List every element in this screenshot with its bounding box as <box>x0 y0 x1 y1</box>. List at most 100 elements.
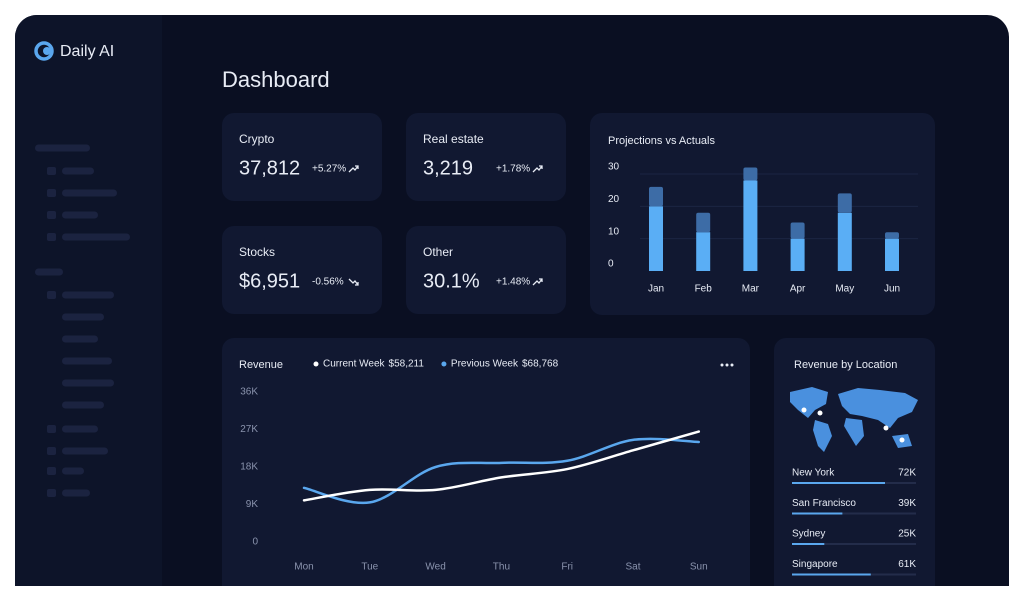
menu-placeholder <box>62 167 94 175</box>
stat-change: -0.56% <box>312 277 344 288</box>
menu-icon <box>47 189 56 197</box>
bar-segment <box>743 180 758 271</box>
chart-title: Revenue <box>239 359 283 371</box>
y-tick-label: 0 <box>608 259 614 270</box>
page-title: Dashboard <box>222 67 330 92</box>
menu-placeholder <box>62 379 114 387</box>
x-tick-label: Fri <box>561 562 573 573</box>
card <box>774 338 935 591</box>
menu-icon <box>47 447 56 455</box>
logo <box>34 41 54 61</box>
more-menu[interactable] <box>720 363 734 367</box>
stat-label: Crypto <box>239 132 275 146</box>
bar-segment <box>743 167 758 181</box>
menu-placeholder <box>62 335 98 343</box>
stat-value: 37,812 <box>239 157 300 179</box>
menu-placeholder <box>62 313 104 321</box>
y-tick-label: 10 <box>608 226 620 237</box>
bar <box>792 573 871 576</box>
menu-placeholder <box>62 425 98 433</box>
world-map <box>790 387 918 452</box>
trend-icon <box>348 165 359 173</box>
x-tick-label: Jun <box>884 284 900 295</box>
marker <box>883 425 889 431</box>
menu-placeholder <box>35 268 63 276</box>
location-name: New York <box>792 468 835 479</box>
line-series <box>302 437 701 505</box>
chart-title: Projections vs Actuals <box>608 135 715 147</box>
x-tick-label: Feb <box>695 284 713 295</box>
app-name: Daily AI <box>60 43 114 60</box>
land <box>813 420 832 452</box>
menu-icon <box>47 467 56 475</box>
menu-placeholder <box>62 211 98 219</box>
y-tick-label: 27K <box>240 424 258 435</box>
y-tick-label: 0 <box>252 537 258 548</box>
menu-placeholder <box>35 144 90 152</box>
stat-card <box>222 226 382 314</box>
legend-value: $58,211 <box>389 359 425 370</box>
stat-label: Stocks <box>239 245 275 259</box>
x-tick-label: Thu <box>493 562 510 573</box>
menu-icon <box>47 489 56 497</box>
stat-label: Other <box>423 245 453 259</box>
stat-change: +1.78% <box>496 164 530 175</box>
trend-icon <box>532 165 543 173</box>
dot <box>720 363 724 367</box>
land <box>844 418 864 446</box>
stat-value: $6,951 <box>239 270 300 292</box>
menu-placeholder <box>62 401 104 409</box>
bar-segment <box>649 186 663 207</box>
card <box>222 338 750 591</box>
menu-icon <box>47 233 56 241</box>
legend-dot <box>441 361 447 367</box>
stat-card <box>406 113 566 201</box>
y-tick-label: 36K <box>240 387 258 398</box>
x-tick-label: Jan <box>648 284 664 295</box>
dot <box>730 363 734 367</box>
menu-placeholder <box>62 489 90 497</box>
legend-value: $68,768 <box>522 359 559 370</box>
stat-card <box>222 113 382 201</box>
sidebar <box>15 15 162 586</box>
location-name: Sydney <box>792 529 825 540</box>
line-series <box>302 430 701 502</box>
y-tick-label: 30 <box>608 162 620 173</box>
menu-placeholder <box>62 467 84 475</box>
legend-label: Previous Week <box>451 359 519 370</box>
sidebar-menu <box>35 144 130 497</box>
bar-segment <box>790 222 805 239</box>
legend-label: Current Week <box>323 359 386 370</box>
marker <box>801 407 807 413</box>
track <box>792 543 916 545</box>
menu-placeholder <box>62 233 130 241</box>
land <box>790 387 828 418</box>
y-tick-label: 9K <box>246 499 259 510</box>
y-tick-label: 18K <box>240 462 258 473</box>
x-tick-label: Mar <box>742 284 760 295</box>
x-tick-label: Sat <box>625 562 640 573</box>
menu-icon <box>47 167 56 175</box>
menu-placeholder <box>62 357 112 365</box>
bar-segment <box>885 238 899 271</box>
location-value: 72K <box>898 468 916 479</box>
menu-icon <box>47 211 56 219</box>
logo <box>43 47 51 55</box>
trend-icon <box>532 278 543 286</box>
menu-icon <box>47 291 56 299</box>
location-name: San Francisco <box>792 498 856 509</box>
stat-change: +5.27% <box>312 164 346 175</box>
location-name: Singapore <box>792 559 838 570</box>
menu-icon <box>47 425 56 433</box>
x-tick-label: Tue <box>361 562 378 573</box>
stat-label: Real estate <box>423 132 484 146</box>
bar-segment <box>696 212 711 233</box>
land <box>838 388 918 428</box>
bar <box>792 512 843 515</box>
x-tick-label: Sun <box>690 562 708 573</box>
location-value: 61K <box>898 559 916 570</box>
stat-value: 30.1% <box>423 270 480 292</box>
trend-icon <box>348 278 359 286</box>
stat-change: +1.48% <box>496 277 530 288</box>
